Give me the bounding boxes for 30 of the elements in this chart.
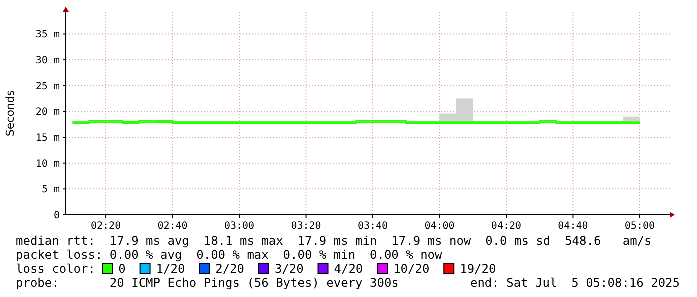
y-tick-label: 25 m (36, 81, 60, 92)
text: end: Sat Jul 5 05:08:16 2025 (470, 276, 680, 290)
x-tick-label: 04:00 (424, 221, 455, 232)
legend-label: 4/20 (334, 262, 364, 276)
y-tick-label: 20 m (36, 107, 60, 118)
legend-label: 3/20 (274, 262, 304, 276)
legend-label: 10/20 (394, 262, 430, 276)
x-tick-label: 04:20 (491, 221, 522, 232)
y-tick-label: 5 m (42, 184, 60, 196)
legend-label: 0 (118, 262, 126, 276)
text: median rtt: 17.9 ms avg 18.1 ms max 17.9 ms min 17.9 ms now 0.0 ms sd 548.6 am/s (16, 234, 652, 248)
text: packet loss: 0.00 % avg 0.00 % max 0.00 % min 0.00 % now (16, 248, 444, 262)
x-tick-label: 05:00 (624, 221, 656, 232)
x-tick-label: 03:00 (224, 221, 255, 232)
y-tick-label: 0 (54, 210, 60, 222)
x-tick-label: 02:20 (90, 221, 122, 232)
x-tick-label: 03:40 (358, 221, 388, 232)
x-tick-label: 02:40 (158, 221, 188, 232)
y-tick-label: 15 m (36, 133, 60, 144)
y-axis-title: Seconds (4, 90, 17, 137)
x-tick-label: 04:40 (558, 221, 588, 232)
y-tick-label: 30 m (36, 56, 60, 67)
legend-label: 19/20 (460, 262, 496, 276)
legend-label: 2/20 (216, 262, 245, 276)
text: probe: 20 ICMP Echo Pings (56 Bytes) every 300s (16, 276, 399, 290)
text: loss color: (16, 262, 96, 276)
y-tick-label: 10 m (36, 158, 60, 170)
legend-label: 1/20 (156, 262, 186, 276)
x-tick-label: 03:20 (291, 221, 322, 232)
y-tick-label: 35 m (36, 30, 60, 41)
